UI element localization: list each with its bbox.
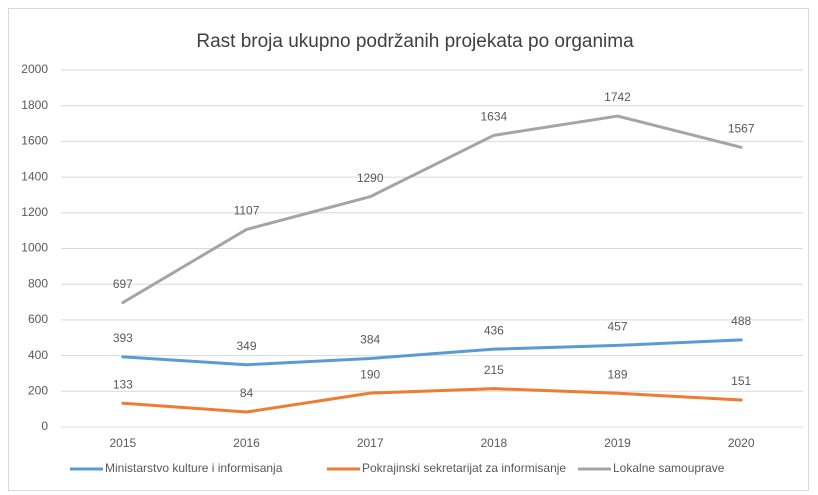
legend-label: Ministarstvo kulture i informisanja — [105, 461, 283, 475]
legend-label: Lokalne samouprave — [613, 461, 725, 475]
data-label: 1107 — [234, 204, 260, 218]
series-line — [121, 338, 743, 367]
data-label: 384 — [360, 333, 380, 347]
data-label: 393 — [113, 331, 133, 345]
y-tick-label: 800 — [28, 276, 48, 290]
y-tick-label: 2000 — [21, 62, 48, 76]
series-line — [121, 387, 743, 414]
x-tick-label: 2017 — [357, 436, 384, 450]
y-tick-label: 1200 — [21, 205, 48, 219]
data-label: 215 — [484, 363, 504, 377]
chart-border — [8, 8, 809, 491]
series-line — [121, 114, 743, 305]
y-tick-label: 1000 — [21, 241, 48, 255]
y-tick-label: 400 — [28, 348, 48, 362]
data-label: 697 — [113, 277, 133, 291]
data-label: 1290 — [357, 171, 384, 185]
data-label: 1742 — [604, 90, 631, 104]
data-label: 1567 — [728, 121, 755, 135]
y-tick-label: 1400 — [21, 169, 48, 183]
y-tick-label: 600 — [28, 312, 48, 326]
chart-title: Rast broja ukupno podržanih projekata po… — [196, 31, 634, 52]
y-tick-label: 1600 — [21, 134, 48, 148]
data-label: 190 — [360, 367, 380, 381]
x-tick-label: 2019 — [604, 436, 631, 450]
data-label: 436 — [484, 323, 504, 337]
data-label: 84 — [240, 386, 254, 400]
data-label: 133 — [113, 377, 133, 391]
data-label: 189 — [607, 367, 627, 381]
x-tick-label: 2016 — [233, 436, 260, 450]
data-label: 151 — [731, 374, 751, 388]
y-tick-label: 1800 — [21, 98, 48, 112]
x-tick-label: 2020 — [728, 436, 755, 450]
y-tick-label: 200 — [28, 383, 48, 397]
x-tick-label: 2015 — [109, 436, 136, 450]
data-label: 488 — [731, 314, 751, 328]
data-label: 349 — [236, 339, 256, 353]
legend-label: Pokrajinski sekretarijat za informisanje — [362, 461, 566, 475]
data-label: 457 — [607, 320, 627, 334]
y-tick-label: 0 — [41, 419, 48, 433]
data-label: 1634 — [480, 110, 507, 124]
x-tick-label: 2018 — [480, 436, 507, 450]
